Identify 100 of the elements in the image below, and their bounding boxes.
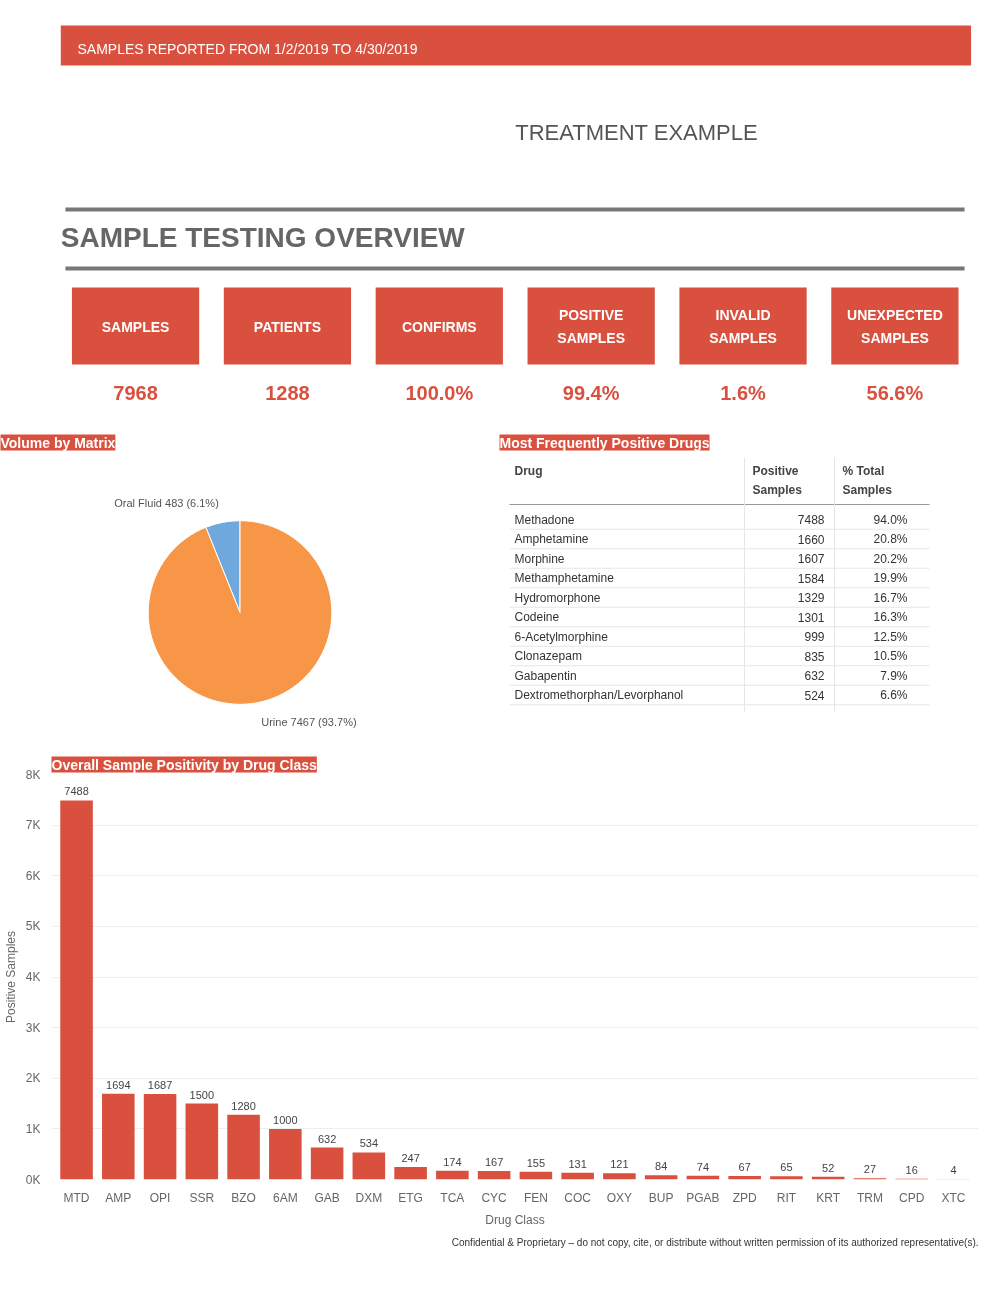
data-label: 67 [738,1161,751,1174]
data-label: 1660 [797,532,825,547]
data-label: 1694 [106,1078,131,1091]
y-tick-label: 0K [25,1172,41,1187]
category-label: Codeine [514,610,560,624]
x-tick-label: CPD [899,1190,925,1205]
x-tick-label: BZO [231,1190,256,1205]
bar [227,1114,260,1180]
x-tick-label: OXY [606,1190,633,1205]
bar [477,1171,511,1180]
text: Most Frequently Positive Drugs [499,434,710,451]
data-label: 7488 [64,785,89,798]
data-label: 1687 [147,1079,173,1092]
x-tick-label: 6AM [273,1190,298,1205]
x-tick-label: TRM [856,1190,883,1205]
y-tick-label: 2K [25,1071,41,1086]
category-label: POSITIVE SAMPLES [557,307,626,346]
data-label: 74 [696,1160,710,1173]
data-label: 19.9% [873,571,908,585]
x-tick-label: KRT [816,1190,841,1205]
data-label: 1607 [797,552,825,566]
data-label: 52 [822,1161,835,1174]
x-tick-label: ZPD [732,1190,757,1205]
x-tick-label: CYC [481,1190,508,1205]
x-tick-label: GAB [314,1190,340,1205]
y-tick-label: 8K [25,767,41,782]
x-tick-label: PGAB [686,1190,720,1205]
bar [603,1173,636,1180]
data-label: 174 [443,1155,462,1168]
x-tick-label: AMP [105,1190,132,1205]
data-label: 999 [804,630,825,644]
data-label: 1000 [273,1113,298,1126]
data-label: 94.0% [873,512,908,527]
category-label: Hydromorphone [514,590,601,605]
data-label: 632 [804,669,825,683]
bar [352,1152,386,1180]
text: SAMPLE TESTING OVERVIEW [60,222,466,253]
text: SAMPLES REPORTED FROM 1/2/2019 TO 4/30/2019 [77,40,418,57]
category-label: UNEXPECTED SAMPLES [847,307,943,346]
data-label: 27 [863,1163,877,1176]
data-label: 1329 [797,591,825,605]
slice-label: Oral Fluid 483 (6.1%) [114,496,219,509]
x-tick-label: XTC [941,1190,966,1205]
text: % Total Samples [842,463,893,498]
category-label: Methadone [514,512,575,527]
data-label: 1500 [189,1088,215,1101]
data-label: 6.6% [880,688,908,702]
x-tick-label: DXM [355,1190,383,1205]
y-axis-title: Positive Samples [3,930,18,1024]
data-label: 16.7% [873,590,908,605]
data-label: 16.3% [873,610,908,624]
data-label: 524 [804,688,825,703]
bar [143,1094,177,1180]
data-label: 4 [950,1164,957,1177]
category-label: SAMPLES [101,318,170,335]
category-label: Dextromethorphan/Levorphanol [514,688,684,702]
y-tick-label: 5K [25,919,41,934]
data-label: 1584 [797,571,825,586]
text: Confidential & Proprietary – do not copy, cite, or distribute without written permission of its authorized representative(s). [451,1236,979,1248]
bar [561,1172,594,1180]
chart-title: Overall Sample Positivity by Drug Class [51,756,318,773]
data-label: 121 [610,1158,629,1171]
data-label: 835 [804,649,825,664]
category-label: 6-Acetylmorphine [514,629,609,644]
x-tick-label: OPI [149,1190,171,1205]
bar [644,1175,678,1180]
data-label: 65 [780,1161,793,1174]
bar [269,1128,302,1180]
data-label: 7968 [113,381,158,404]
data-label: 12.5% [873,629,908,644]
y-tick-label: 6K [25,868,41,883]
bar [728,1176,761,1180]
y-tick-label: 3K [25,1020,41,1035]
x-tick-label: SSR [189,1190,215,1205]
chart-title: Volume by Matrix [0,434,116,451]
data-label: 534 [359,1137,379,1150]
data-label: 7.9% [880,668,908,683]
y-tick-label: 7K [25,818,41,833]
slice-label: Urine 7467 (93.7%) [261,716,357,729]
x-axis-title: Drug Class [485,1212,545,1227]
bar [770,1176,803,1180]
data-label: 84 [655,1160,668,1173]
x-tick-label: BUP [648,1190,674,1205]
bar [394,1167,427,1180]
x-tick-label: FEN [523,1190,548,1205]
bar [436,1170,469,1180]
data-label: 20.8% [873,532,908,546]
data-label: 16 [905,1163,918,1176]
category-label: INVALID SAMPLES [709,307,777,346]
category-label: Gabapentin [514,668,577,683]
bar [60,800,93,1180]
bar [310,1147,344,1180]
x-tick-label: TCA [440,1190,465,1205]
data-label: 1301 [797,610,825,625]
data-label: 20.2% [873,551,908,566]
y-tick-label: 1K [25,1121,41,1136]
data-label: 131 [568,1157,587,1170]
text: Drug [514,463,543,478]
data-label: 7488 [797,513,825,527]
category-label: Methamphetamine [514,571,615,585]
